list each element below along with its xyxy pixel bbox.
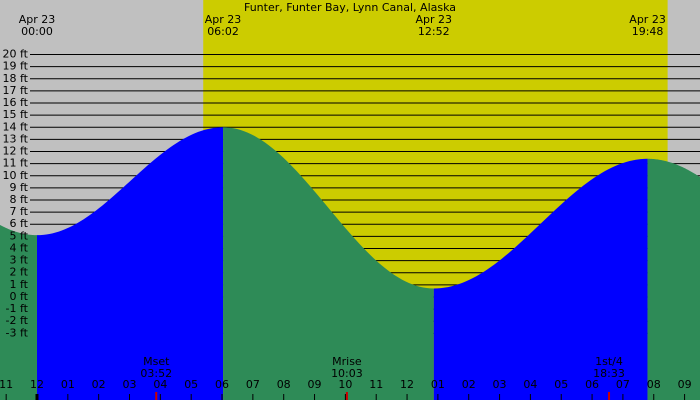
y-tick-label: -3 ft bbox=[6, 326, 29, 339]
flood-area bbox=[37, 127, 224, 400]
ebb-area bbox=[647, 158, 700, 400]
y-tick-label: -1 ft bbox=[6, 302, 29, 315]
y-tick-label: 6 ft bbox=[10, 217, 29, 230]
x-tick-label: 07 bbox=[616, 378, 630, 391]
x-tick-label: 04 bbox=[523, 378, 537, 391]
moon-label: Mrise bbox=[332, 355, 362, 368]
y-tick-label: 14 ft bbox=[3, 120, 29, 133]
x-tick-label: 04 bbox=[153, 378, 167, 391]
ebb-area bbox=[0, 224, 38, 400]
x-tick-label: 01 bbox=[61, 378, 75, 391]
moon-time: 03:52 bbox=[140, 367, 172, 380]
y-tick-label: 7 ft bbox=[10, 205, 29, 218]
y-tick-label: 19 ft bbox=[3, 60, 29, 73]
y-tick-label: 0 ft bbox=[10, 290, 29, 303]
x-tick-label: 08 bbox=[647, 378, 661, 391]
x-tick-label: 11 bbox=[369, 378, 383, 391]
y-tick-label: 10 ft bbox=[3, 169, 29, 182]
y-tick-label: 16 ft bbox=[3, 96, 29, 109]
event-date: Apr 23 bbox=[19, 13, 56, 26]
y-tick-label: 20 ft bbox=[3, 48, 29, 61]
y-tick-label: 5 ft bbox=[10, 229, 29, 242]
x-tick-label: 12 bbox=[400, 378, 414, 391]
event-time: 06:02 bbox=[207, 25, 239, 38]
x-tick-label: 02 bbox=[92, 378, 106, 391]
x-tick-label: 01 bbox=[431, 378, 445, 391]
x-tick-label: 05 bbox=[554, 378, 568, 391]
y-tick-label: 11 ft bbox=[3, 157, 29, 170]
y-tick-label: 3 ft bbox=[10, 254, 29, 267]
x-tick-label: 08 bbox=[277, 378, 291, 391]
x-tick-label: 10 bbox=[338, 378, 352, 391]
event-time: 12:52 bbox=[418, 25, 450, 38]
event-time: 00:00 bbox=[21, 25, 53, 38]
ebb-area bbox=[223, 127, 434, 400]
x-tick-label: 05 bbox=[184, 378, 198, 391]
y-tick-label: 9 ft bbox=[10, 181, 29, 194]
x-tick-label: 03 bbox=[493, 378, 507, 391]
x-tick-label: 12 bbox=[30, 378, 44, 391]
y-tick-label: 1 ft bbox=[10, 278, 29, 291]
x-tick-label: 11 bbox=[0, 378, 13, 391]
x-tick-label: 09 bbox=[678, 378, 692, 391]
y-tick-label: 8 ft bbox=[10, 193, 29, 206]
y-tick-label: 4 ft bbox=[10, 241, 29, 254]
y-tick-label: 13 ft bbox=[3, 132, 29, 145]
event-date: Apr 23 bbox=[629, 13, 666, 26]
event-time: 19:48 bbox=[632, 25, 664, 38]
moon-time: 18:33 bbox=[593, 367, 625, 380]
y-tick-label: 15 ft bbox=[3, 108, 29, 121]
y-tick-label: 17 ft bbox=[3, 84, 29, 97]
x-tick-label: 06 bbox=[215, 378, 229, 391]
moon-label: 1st/4 bbox=[595, 355, 623, 368]
x-tick-label: 06 bbox=[585, 378, 599, 391]
x-tick-label: 09 bbox=[308, 378, 322, 391]
moon-time: 10:03 bbox=[331, 367, 363, 380]
y-tick-label: 18 ft bbox=[3, 72, 29, 85]
event-date: Apr 23 bbox=[205, 13, 242, 26]
x-tick-label: 07 bbox=[246, 378, 260, 391]
y-tick-label: 12 ft bbox=[3, 145, 29, 158]
x-tick-label: 02 bbox=[462, 378, 476, 391]
chart-title: Funter, Funter Bay, Lynn Canal, Alaska bbox=[244, 1, 456, 14]
moon-label: Mset bbox=[143, 355, 170, 368]
flood-area bbox=[433, 158, 648, 400]
event-date: Apr 23 bbox=[416, 13, 453, 26]
y-tick-label: 2 ft bbox=[10, 266, 29, 279]
y-tick-label: -2 ft bbox=[6, 314, 29, 327]
x-tick-label: 03 bbox=[123, 378, 137, 391]
